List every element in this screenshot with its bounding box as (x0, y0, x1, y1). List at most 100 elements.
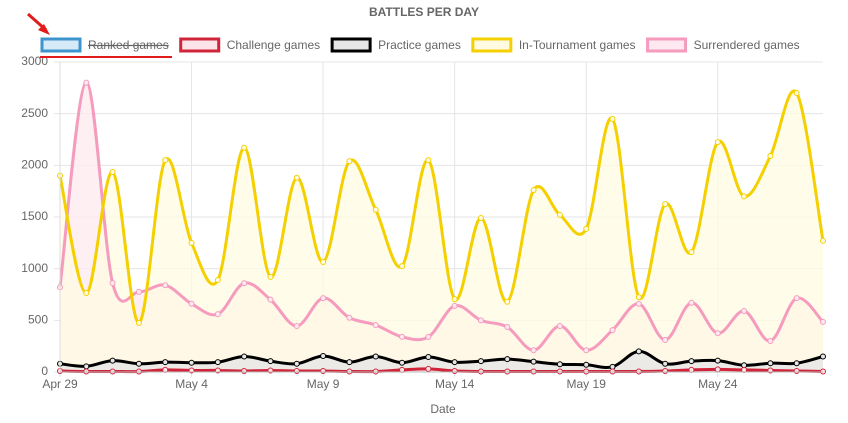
data-point (293, 323, 300, 330)
data-point (820, 318, 826, 325)
data-point (767, 338, 774, 344)
data-point (109, 280, 116, 287)
data-point (346, 359, 353, 366)
y-tick-label: 2000 (21, 158, 48, 172)
legend-item[interactable]: Surrendered games (646, 37, 800, 53)
data-point (767, 360, 774, 367)
data-point (83, 363, 90, 370)
data-point (399, 263, 406, 270)
data-point (609, 368, 616, 375)
legend-item[interactable]: In-Tournament games (471, 37, 636, 53)
data-point (83, 289, 90, 296)
data-point (714, 366, 721, 373)
data-point (188, 300, 195, 307)
data-point (477, 358, 484, 365)
data-point (662, 201, 669, 208)
data-point (425, 157, 432, 164)
data-point (241, 353, 248, 360)
data-point (214, 359, 221, 366)
data-point (820, 237, 826, 244)
data-point (504, 298, 511, 305)
legend-label: Practice games (378, 38, 461, 52)
data-point (767, 153, 774, 160)
data-point (267, 358, 274, 365)
data-point (188, 359, 195, 366)
data-point (188, 239, 195, 246)
x-tick-label: May 14 (435, 377, 475, 391)
legend-label: In-Tournament games (519, 38, 636, 52)
data-point (399, 359, 406, 366)
data-point (793, 367, 800, 374)
data-point (530, 187, 537, 194)
data-point (635, 300, 642, 307)
legend-label: Surrendered games (694, 38, 800, 52)
data-point (135, 319, 142, 326)
data-point (267, 273, 274, 280)
data-point (372, 368, 379, 375)
data-point (241, 367, 248, 374)
data-point (714, 139, 721, 146)
data-point (635, 368, 642, 375)
legend: Ranked games Challenge games Practice game… (40, 37, 800, 53)
x-tick-label: May 19 (567, 377, 607, 391)
data-point (135, 288, 142, 295)
data-point (820, 353, 826, 360)
data-point (635, 348, 642, 355)
data-point (451, 296, 458, 303)
data-point (662, 336, 669, 343)
data-point (214, 311, 221, 318)
data-point (820, 368, 826, 375)
data-point (556, 323, 563, 330)
data-point (267, 296, 274, 303)
x-tick-label: May 9 (307, 377, 340, 391)
data-point (583, 347, 590, 354)
data-point (346, 314, 353, 321)
legend-item[interactable]: Practice games (330, 37, 461, 53)
data-point (662, 367, 669, 374)
data-point (688, 299, 695, 306)
data-point (372, 206, 379, 213)
data-point (425, 365, 432, 372)
legend-item[interactable]: Ranked games (40, 37, 169, 53)
data-point (477, 317, 484, 324)
data-point (530, 358, 537, 365)
legend-item[interactable]: Challenge games (179, 37, 320, 53)
x-axis-label: Date (430, 402, 456, 416)
data-point (530, 368, 537, 375)
y-tick-label: 1500 (21, 209, 48, 223)
legend-swatch (330, 37, 372, 53)
data-point (214, 277, 221, 284)
data-point (504, 368, 511, 375)
data-point (741, 193, 748, 200)
data-point (320, 295, 327, 302)
data-point (320, 367, 327, 374)
data-point (556, 211, 563, 218)
data-point (135, 360, 142, 367)
data-point (451, 367, 458, 374)
data-point (714, 357, 721, 364)
y-tick-label: 0 (41, 364, 48, 378)
data-point (793, 295, 800, 302)
data-point (688, 358, 695, 365)
data-point (293, 360, 300, 367)
data-point (556, 361, 563, 368)
data-point (793, 90, 800, 96)
data-point (293, 367, 300, 374)
data-point (346, 158, 353, 165)
data-point (109, 368, 116, 375)
data-point (609, 327, 616, 334)
data-point (556, 368, 563, 375)
annotation-arrowhead (38, 24, 50, 35)
data-point (162, 157, 169, 164)
legend-swatch (471, 37, 513, 53)
x-tick-label: May 4 (175, 377, 208, 391)
data-point (662, 360, 669, 367)
data-point (320, 258, 327, 265)
data-point (530, 347, 537, 354)
data-point (372, 321, 379, 328)
data-point (609, 115, 616, 122)
legend-swatch (40, 37, 82, 53)
x-tick-label: May 24 (698, 377, 738, 391)
